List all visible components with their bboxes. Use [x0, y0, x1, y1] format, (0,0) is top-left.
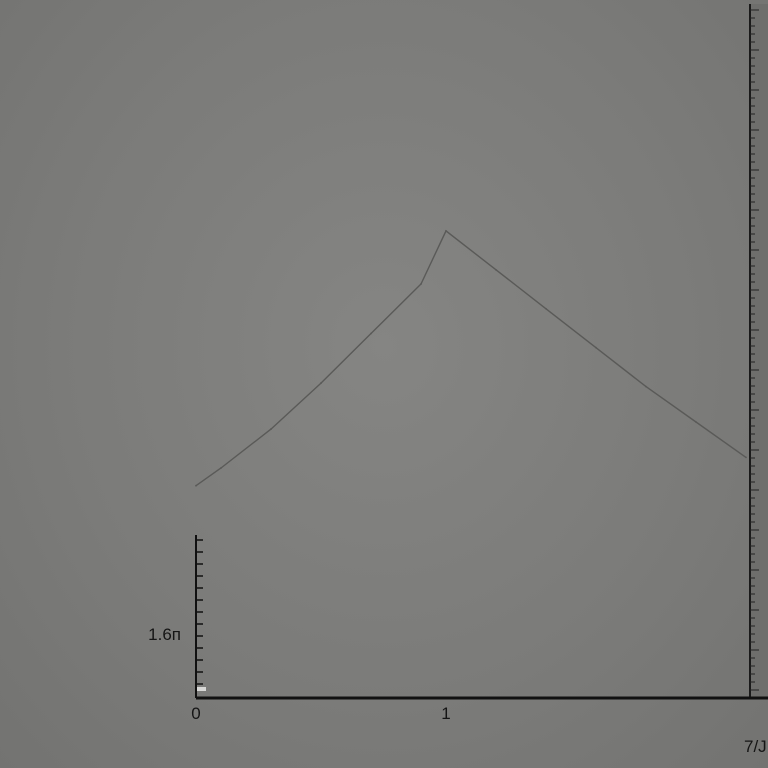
series-point — [645, 385, 647, 388]
series-point — [495, 268, 497, 271]
series-point — [195, 484, 197, 487]
series-point — [695, 421, 697, 423]
series-point — [220, 467, 222, 469]
series-point — [595, 346, 597, 349]
series-line — [195, 229, 747, 487]
x-tick-label-1: 1 — [441, 704, 450, 723]
corner-label: 7/J — [744, 737, 767, 756]
series-point — [270, 428, 272, 430]
y-tick-label: 1.6п — [148, 625, 181, 644]
series-point — [320, 382, 322, 384]
right-ruler — [749, 4, 768, 698]
series-point — [370, 332, 372, 335]
series-point — [545, 307, 547, 310]
series-points — [195, 230, 747, 487]
series-point — [420, 283, 422, 285]
origin-marker — [197, 687, 206, 691]
series-point — [745, 456, 747, 459]
series-point — [445, 230, 447, 232]
x-tick-label-0: 0 — [191, 704, 200, 723]
y-axis-ticks — [196, 539, 203, 685]
